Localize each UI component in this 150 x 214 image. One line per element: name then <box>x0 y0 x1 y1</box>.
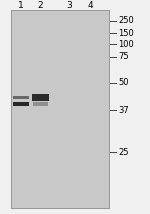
Text: 3: 3 <box>66 1 72 10</box>
Bar <box>33 102 48 106</box>
Bar <box>32 94 49 101</box>
Text: 25: 25 <box>118 147 129 157</box>
Text: 37: 37 <box>118 106 129 115</box>
Text: 100: 100 <box>118 40 134 49</box>
Text: 250: 250 <box>118 16 134 25</box>
Text: 4: 4 <box>87 1 93 10</box>
Text: 2: 2 <box>38 1 43 10</box>
Bar <box>11 10 109 208</box>
Text: 1: 1 <box>18 1 24 10</box>
Bar <box>11 10 109 208</box>
Text: 150: 150 <box>118 29 134 38</box>
Bar <box>13 96 29 100</box>
Bar <box>13 102 29 106</box>
Text: 75: 75 <box>118 52 129 61</box>
Text: 50: 50 <box>118 78 129 87</box>
